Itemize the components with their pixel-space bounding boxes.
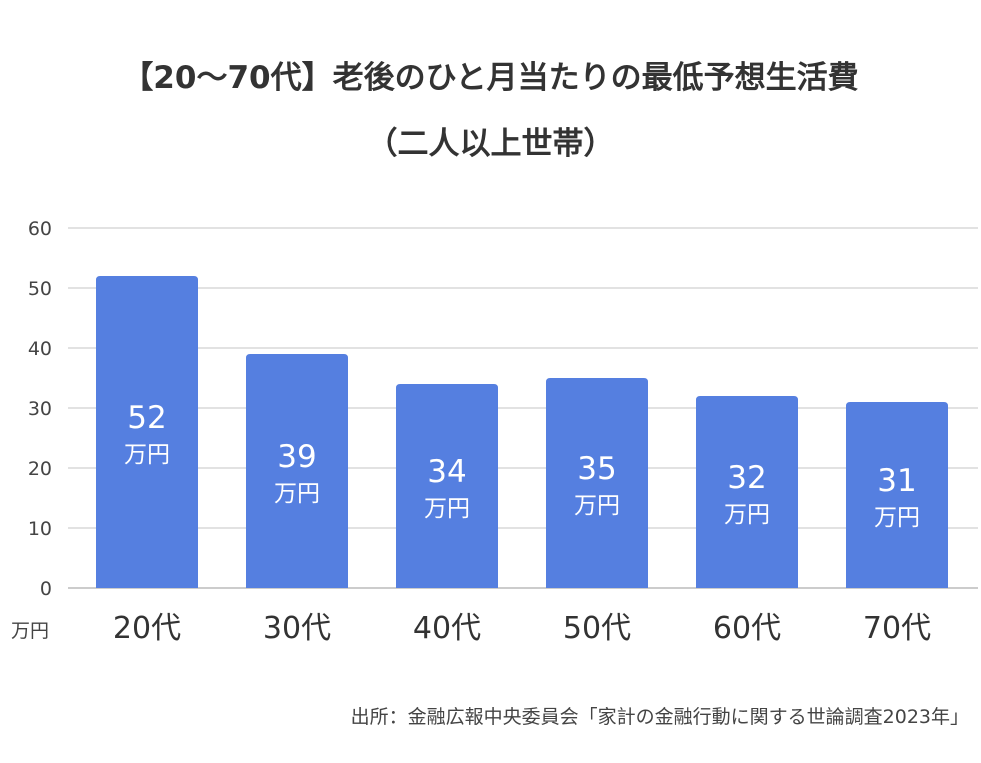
y-tick-label: 40 [28, 338, 52, 360]
y-axis-unit: 万円 [11, 620, 49, 642]
x-tick-label: 20代 [113, 611, 181, 646]
bar-unit-label: 万円 [424, 496, 470, 522]
bar-value-label: 39 [277, 439, 316, 475]
bar [246, 354, 348, 588]
bar-value-label: 32 [727, 460, 766, 496]
bar [846, 402, 948, 588]
bar-value-label: 31 [877, 463, 916, 499]
y-tick-label: 60 [28, 218, 52, 240]
y-tick-label: 20 [28, 458, 52, 480]
bar-value-label: 35 [577, 451, 616, 487]
bar [396, 384, 498, 588]
x-tick-label: 30代 [263, 611, 331, 646]
bar-unit-label: 万円 [874, 505, 920, 531]
y-tick-label: 50 [28, 278, 52, 300]
bar-value-label: 52 [127, 400, 166, 436]
y-tick-label: 0 [40, 578, 52, 600]
bar [546, 378, 648, 588]
x-tick-label: 60代 [713, 611, 781, 646]
bar [96, 276, 198, 588]
y-tick-label: 10 [28, 518, 52, 540]
x-tick-label: 40代 [413, 611, 481, 646]
bar-unit-label: 万円 [274, 481, 320, 507]
source-note: 出所：金融広報中央委員会「家計の金融行動に関する世論調査2023年」 [350, 706, 969, 728]
bar [696, 396, 798, 588]
bar-unit-label: 万円 [574, 493, 620, 519]
bar-value-label: 34 [427, 454, 466, 490]
x-tick-label: 70代 [863, 611, 931, 646]
y-tick-label: 30 [28, 398, 52, 420]
bar-unit-label: 万円 [724, 502, 770, 528]
bar-unit-label: 万円 [124, 442, 170, 468]
x-tick-label: 50代 [563, 611, 631, 646]
chart-title: 【20〜70代】老後のひと月当たりの最低予想生活費 [122, 60, 859, 96]
chart-subtitle: （二人以上世帯） [366, 126, 615, 162]
